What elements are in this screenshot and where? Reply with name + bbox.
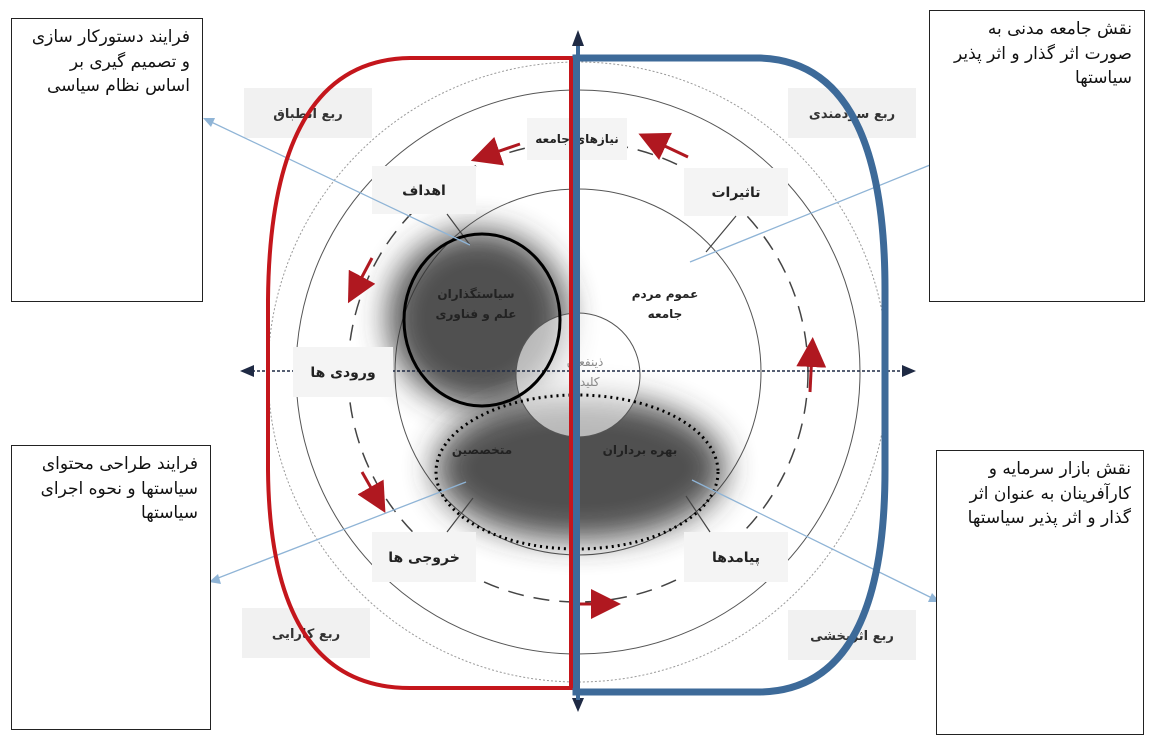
axis-left-arrow-icon <box>240 365 254 377</box>
stage-label-impacts: تاثیرات <box>711 185 760 201</box>
pointer-top-left <box>206 119 471 246</box>
dashed-cycle-circle <box>347 141 809 603</box>
connector-outputs <box>446 497 474 533</box>
side-box-civil-society: نقش جامعه مدنی به صورت اثر گذار و اثر پذ… <box>929 10 1145 302</box>
pointer-bottom-left <box>212 481 467 581</box>
blue-half-outline <box>572 54 889 696</box>
cycle-arrow-top-left <box>470 136 521 166</box>
actor-policymakers-line2: علم و فناوری <box>436 307 517 322</box>
side-box-capital-market: نقش بازار سرمایه و کارآفرینان به عنوان ا… <box>936 450 1144 735</box>
actor-beneficiaries: بهره برداران <box>603 443 678 457</box>
actor-experts: متخصصین <box>452 443 512 457</box>
side-box-agenda-setting: فرایند دستورکار سازی و تصمیم گیری بر اسا… <box>11 18 203 302</box>
actor-public-line1: عموم مردم <box>632 287 699 302</box>
actor-policymakers-line1: سیاستگذاران <box>437 287 514 301</box>
pointer-bottom-right <box>691 479 937 601</box>
pointer-top-right <box>689 164 931 263</box>
side-box-policy-design: فرایند طراحی محتوای سیاستها و نحوه اجرای… <box>11 445 211 730</box>
stage-label-outcomes: پیامدها <box>712 550 760 566</box>
axis-top-arrow-icon <box>572 30 584 46</box>
cycle-arrow-top-right <box>638 132 689 160</box>
stage-box-outcomes <box>684 532 788 582</box>
cycle-arrow-right <box>796 337 827 393</box>
stage-label-inputs: ورودی ها <box>310 365 375 381</box>
actor-public-line2: جامعه <box>648 307 683 321</box>
stage-label-goals: اهداف <box>402 183 446 199</box>
axis-bottom-arrow-icon <box>572 698 584 712</box>
connector-goals <box>446 213 471 246</box>
axis-right-arrow-icon <box>902 365 916 377</box>
pointer-top-left-arrow-icon <box>203 118 215 127</box>
cycle-arrow-left-lower <box>357 471 386 514</box>
connector-impacts <box>705 215 737 253</box>
pointer-bottom-left-arrow-icon <box>209 574 221 584</box>
stage-box-inputs <box>293 347 393 397</box>
stage-label-outputs: خروجی ها <box>388 550 460 566</box>
stage-box-impacts <box>684 168 788 216</box>
cycle-arrow-left-upper <box>347 257 376 304</box>
stage-box-outputs <box>372 532 476 582</box>
connector-outcomes <box>685 495 711 533</box>
policymakers-highlight-circle <box>402 232 562 408</box>
red-half-outline <box>266 56 574 690</box>
